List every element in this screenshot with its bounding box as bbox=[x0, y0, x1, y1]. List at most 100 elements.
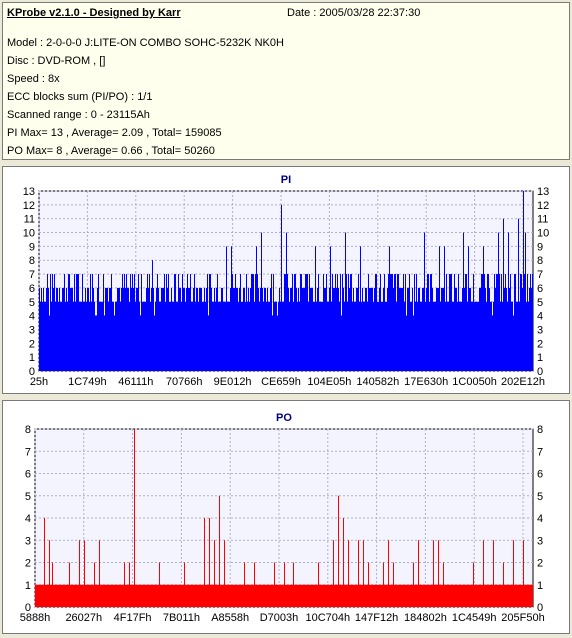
y-tick-label-left: 11 bbox=[24, 214, 35, 226]
bar bbox=[404, 584, 405, 607]
bar bbox=[419, 287, 420, 371]
bar bbox=[296, 287, 297, 371]
bar bbox=[319, 584, 320, 607]
bar bbox=[472, 301, 473, 371]
bar bbox=[340, 274, 341, 371]
bar bbox=[287, 274, 288, 371]
bar bbox=[183, 584, 184, 607]
bar bbox=[277, 584, 278, 607]
bar bbox=[357, 287, 358, 371]
bar bbox=[529, 584, 530, 607]
bar bbox=[272, 315, 273, 371]
bar bbox=[115, 584, 116, 607]
bar bbox=[504, 584, 505, 607]
bar bbox=[198, 301, 199, 371]
bar bbox=[479, 584, 480, 607]
bar bbox=[159, 562, 160, 607]
bar bbox=[265, 584, 266, 607]
bar bbox=[134, 274, 135, 371]
bar bbox=[188, 287, 189, 371]
bar bbox=[219, 301, 220, 371]
bar bbox=[122, 584, 123, 607]
bar bbox=[269, 584, 270, 607]
bar bbox=[426, 584, 427, 607]
x-tick-label: 202E12h bbox=[501, 376, 545, 388]
bar bbox=[251, 274, 252, 371]
y-tick-label-left: 5 bbox=[29, 297, 35, 309]
bar bbox=[221, 287, 222, 371]
bar bbox=[222, 584, 223, 607]
bar bbox=[236, 584, 237, 607]
bar bbox=[511, 301, 512, 371]
bar bbox=[149, 274, 150, 371]
bar bbox=[39, 584, 40, 607]
bar bbox=[198, 584, 199, 607]
bar bbox=[372, 584, 373, 607]
bar bbox=[425, 301, 426, 371]
bar bbox=[127, 287, 128, 371]
bar bbox=[320, 301, 321, 371]
bar bbox=[275, 584, 276, 607]
bar bbox=[105, 584, 106, 607]
bar bbox=[97, 584, 98, 607]
bar bbox=[173, 301, 174, 371]
bar bbox=[41, 584, 42, 607]
bar bbox=[525, 232, 526, 371]
bar bbox=[337, 584, 338, 607]
bar bbox=[76, 584, 77, 607]
bar bbox=[418, 287, 419, 371]
pi-chart-panel: PI 0 0 1 1 2 2 3 3 4 4 5 5 6 6 7 7 8 8 9 9 10 10 11 11 12 12 13 13 25… bbox=[2, 166, 570, 394]
bar bbox=[321, 301, 322, 371]
bar bbox=[303, 584, 304, 607]
bar bbox=[282, 301, 283, 371]
bar bbox=[491, 584, 492, 607]
bar bbox=[335, 584, 336, 607]
bar bbox=[484, 274, 485, 371]
bar bbox=[301, 274, 302, 371]
bar bbox=[93, 287, 94, 371]
bar bbox=[370, 584, 371, 607]
bar bbox=[209, 274, 210, 371]
bar bbox=[70, 287, 71, 371]
bar bbox=[424, 584, 425, 607]
bar bbox=[170, 584, 171, 607]
bar bbox=[412, 584, 413, 607]
bar bbox=[260, 287, 261, 371]
bar bbox=[79, 301, 80, 371]
bar bbox=[434, 584, 435, 607]
bar bbox=[486, 584, 487, 607]
bar bbox=[476, 584, 477, 607]
bar bbox=[207, 274, 208, 371]
bar bbox=[438, 540, 439, 607]
bar bbox=[50, 274, 51, 371]
bar bbox=[372, 287, 373, 371]
bar bbox=[493, 301, 494, 371]
bar bbox=[182, 584, 183, 607]
bar bbox=[41, 287, 42, 371]
bar bbox=[316, 301, 317, 371]
bar bbox=[438, 287, 439, 371]
bar bbox=[443, 287, 444, 371]
bar bbox=[331, 584, 332, 607]
bar bbox=[58, 584, 59, 607]
bar bbox=[106, 584, 107, 607]
y-tick-label-right: 5 bbox=[537, 297, 543, 309]
bar bbox=[410, 301, 411, 371]
x-tick-label: 9E012h bbox=[214, 376, 252, 388]
x-tick-label: 26027h bbox=[65, 612, 102, 624]
bar bbox=[366, 584, 367, 607]
bar bbox=[509, 287, 510, 371]
bar bbox=[42, 301, 43, 371]
bar bbox=[273, 584, 274, 607]
bar bbox=[152, 260, 153, 371]
bar bbox=[152, 584, 153, 607]
bar bbox=[68, 584, 69, 607]
bar bbox=[362, 287, 363, 371]
bar bbox=[46, 287, 47, 371]
bar bbox=[306, 274, 307, 371]
bar bbox=[284, 274, 285, 371]
bar bbox=[315, 246, 316, 371]
bar bbox=[408, 584, 409, 607]
bar bbox=[70, 584, 71, 607]
bar bbox=[87, 287, 88, 371]
